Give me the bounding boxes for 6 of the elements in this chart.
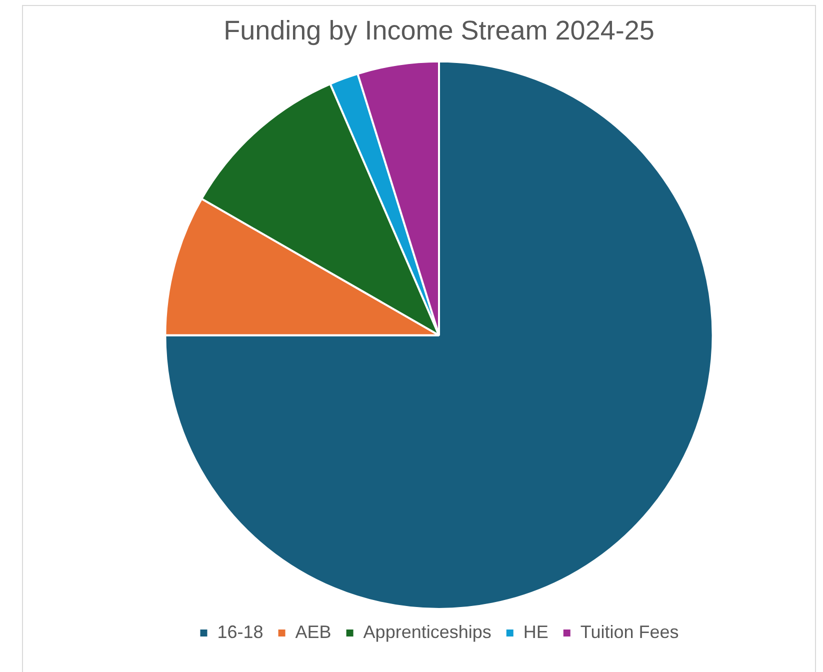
legend-label: HE <box>523 622 548 642</box>
legend-label: AEB <box>295 622 332 642</box>
legend-label: 16-18 <box>217 622 264 642</box>
legend-label: Tuition Fees <box>580 622 679 642</box>
chart-title: Funding by Income Stream 2024-25 <box>224 16 654 46</box>
legend-label: Apprenticeships <box>363 622 492 642</box>
